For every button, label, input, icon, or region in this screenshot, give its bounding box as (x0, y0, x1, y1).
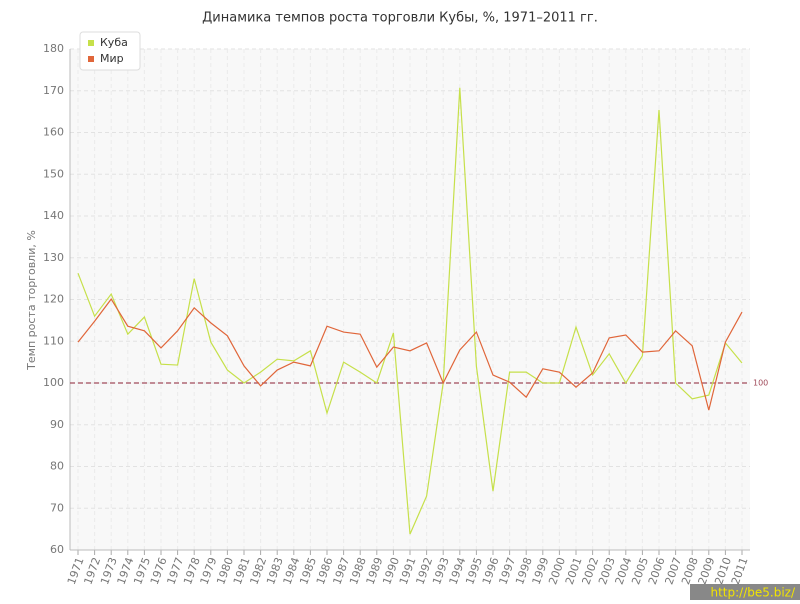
series-line (77, 298, 743, 411)
y-tick-label: 150 (43, 167, 64, 180)
legend-swatch (88, 56, 94, 62)
chart-title: Динамика темпов роста торговли Кубы, %, … (202, 11, 598, 26)
watermark: http://be5.biz/ (710, 586, 795, 600)
legend-swatch (88, 40, 94, 46)
y-tick-label: 170 (43, 84, 64, 97)
y-tick-label: 140 (43, 209, 64, 222)
y-tick-label: 110 (43, 334, 64, 347)
y-tick-label: 90 (50, 418, 64, 431)
legend-box (79, 31, 141, 71)
reference-label: 100 (753, 379, 768, 388)
legend-label: Мир (100, 52, 124, 65)
y-tick-label: 160 (43, 126, 64, 139)
legend-label: Куба (100, 36, 128, 49)
y-tick-label: 60 (50, 543, 64, 556)
y-tick-label: 70 (50, 501, 64, 514)
y-tick-label: 120 (43, 293, 64, 306)
series-line (77, 87, 743, 535)
y-tick-label: 100 (43, 376, 64, 389)
y-tick-label: 180 (43, 42, 64, 55)
watermark-box (690, 584, 800, 600)
y-tick-label: 130 (43, 251, 64, 264)
y-axis-label: Темп роста торговли, % (25, 230, 38, 371)
y-tick-label: 80 (50, 460, 64, 473)
